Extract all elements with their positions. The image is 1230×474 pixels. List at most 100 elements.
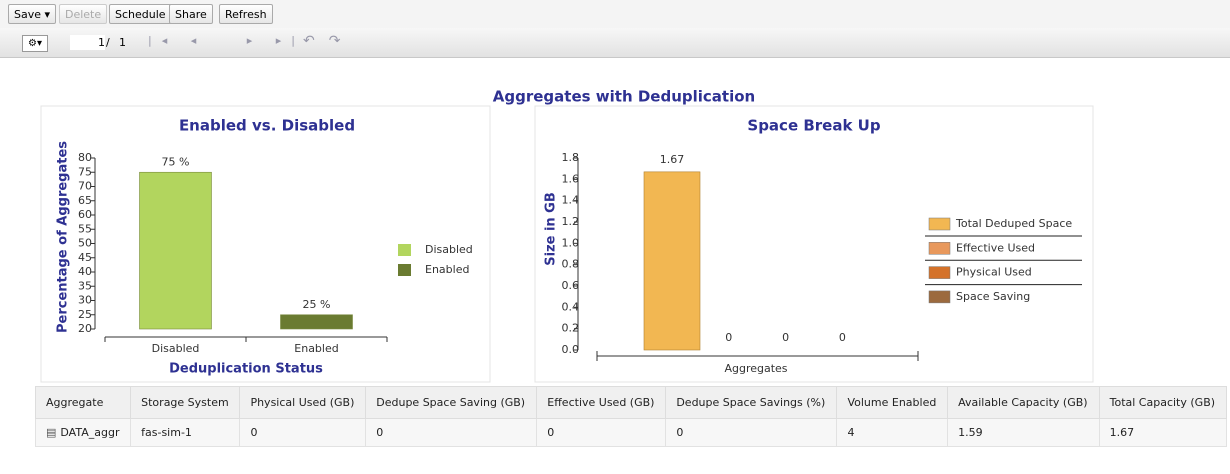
page-count: 1 bbox=[119, 36, 126, 49]
table-cell: 4 bbox=[836, 418, 949, 447]
bar bbox=[643, 171, 701, 351]
delete-button[interactable]: Delete bbox=[59, 4, 108, 24]
legend-swatch bbox=[928, 290, 951, 304]
y-tick-label: 40 bbox=[78, 265, 92, 278]
y-tick-label: 20 bbox=[78, 322, 92, 335]
column-header: Effective Used (GB) bbox=[536, 386, 667, 419]
chart-title: Enabled vs. Disabled bbox=[179, 117, 355, 135]
page-input[interactable]: 1 bbox=[70, 35, 105, 50]
panel bbox=[40, 105, 491, 383]
table-cell: 0 bbox=[665, 418, 838, 447]
column-header: Available Capacity (GB) bbox=[947, 386, 1100, 419]
data-table: Aggregate Storage System Physical Used (GB… bbox=[34, 386, 1228, 447]
aggregate-icon: ▤ bbox=[46, 426, 57, 439]
table-cell: fas-sim-1 bbox=[130, 418, 241, 447]
refresh-button[interactable]: Refresh bbox=[219, 4, 273, 24]
legend-swatch bbox=[928, 266, 951, 279]
y-tick-label: 80 bbox=[78, 151, 92, 164]
x-axis-label: Aggregates bbox=[724, 362, 787, 375]
panel bbox=[534, 105, 1094, 383]
table-row: ▤ DATA_aggr fas-sim-1 0 0 0 0 4 1.59 1.67 bbox=[34, 418, 1228, 447]
y-tick-label: 0.4 bbox=[562, 300, 580, 313]
schedule-button[interactable]: Schedule bbox=[109, 4, 172, 24]
column-header: Volume Enabled bbox=[836, 386, 949, 419]
y-tick-label: 1.4 bbox=[562, 194, 580, 207]
table-cell: ▤ DATA_aggr bbox=[34, 418, 132, 447]
y-tick-label: 1.2 bbox=[562, 215, 580, 228]
column-header: Physical Used (GB) bbox=[239, 386, 367, 419]
pager-arrows[interactable]: |◂ ◂ ▸ ▸| bbox=[148, 34, 305, 47]
y-tick-label: 0.8 bbox=[562, 258, 580, 271]
cell-text: DATA_aggr bbox=[60, 426, 120, 439]
column-header: Aggregate bbox=[34, 386, 132, 419]
y-axis-label: Size in GB bbox=[544, 192, 559, 266]
y-tick-label: 0.6 bbox=[562, 279, 580, 292]
legend-label: Physical Used bbox=[956, 266, 1032, 279]
page-sep: / bbox=[106, 36, 110, 49]
legend-swatch bbox=[928, 242, 951, 255]
x-tick-label: Disabled bbox=[152, 342, 200, 355]
column-header: Dedupe Space Savings (%) bbox=[665, 386, 838, 419]
data-label: 0 bbox=[782, 331, 789, 344]
data-label: 1.67 bbox=[660, 153, 685, 166]
cell-text: 4 bbox=[847, 426, 855, 439]
y-tick-label: 30 bbox=[78, 294, 92, 307]
cell-text: 0 bbox=[676, 426, 684, 439]
table-cell: 0 bbox=[239, 418, 367, 447]
y-tick-label: 35 bbox=[78, 279, 92, 292]
table-cell: 1.59 bbox=[947, 418, 1100, 447]
table-cell: 0 bbox=[365, 418, 538, 447]
y-tick-label: 50 bbox=[78, 237, 92, 250]
undo-redo[interactable]: ↶↷ bbox=[303, 33, 355, 49]
data-label: 0 bbox=[725, 331, 732, 344]
y-tick-label: 0.2 bbox=[562, 322, 580, 335]
toolbar: Save ▾ Delete Schedule Share Refresh bbox=[0, 0, 1230, 29]
legend-label: Total Deduped Space bbox=[955, 217, 1072, 230]
y-tick-label: 1.8 bbox=[562, 151, 580, 164]
cell-text: 1.59 bbox=[958, 426, 983, 439]
y-tick-label: 0.0 bbox=[562, 343, 580, 356]
legend-label: Enabled bbox=[425, 263, 469, 276]
report-title: Aggregates with Deduplication bbox=[493, 88, 755, 106]
cell-text: fas-sim-1 bbox=[141, 426, 192, 439]
data-label: 0 bbox=[839, 331, 846, 344]
save-button[interactable]: Save ▾ bbox=[8, 4, 57, 24]
legend-label: Effective Used bbox=[956, 241, 1035, 254]
column-header: Total Capacity (GB) bbox=[1098, 386, 1228, 419]
cell-text: 1.67 bbox=[1109, 426, 1135, 439]
legend-swatch bbox=[398, 244, 411, 256]
settings-menu[interactable]: ⚙▾ bbox=[22, 35, 48, 52]
y-tick-label: 1.6 bbox=[562, 172, 580, 185]
legend-swatch bbox=[928, 217, 951, 231]
pager-bar: ⚙▾ 1 / 1 |◂ ◂ ▸ ▸| ↶↷ bbox=[0, 28, 1230, 58]
y-tick-label: 65 bbox=[78, 194, 92, 207]
table-cell: 0 bbox=[536, 418, 667, 447]
cell-text: 0 bbox=[376, 426, 384, 439]
legend-label: Disabled bbox=[425, 243, 473, 256]
legend-swatch bbox=[398, 264, 411, 276]
bar bbox=[139, 171, 212, 330]
x-tick-label: Enabled bbox=[294, 342, 338, 355]
cell-text: 0 bbox=[547, 426, 555, 439]
y-tick-label: 75 bbox=[78, 165, 92, 178]
legend-label: Space Saving bbox=[956, 290, 1030, 303]
bar bbox=[280, 314, 353, 330]
y-tick-label: 60 bbox=[78, 208, 92, 221]
column-header: Dedupe Space Saving (GB) bbox=[365, 386, 538, 419]
y-tick-label: 25 bbox=[78, 308, 92, 321]
share-button[interactable]: Share bbox=[169, 4, 213, 24]
y-tick-label: 70 bbox=[78, 180, 92, 193]
data-label: 75 % bbox=[162, 155, 190, 168]
y-tick-label: 55 bbox=[78, 222, 92, 235]
x-axis-label: Deduplication Status bbox=[169, 362, 323, 377]
column-header: Storage System bbox=[130, 386, 241, 419]
y-tick-label: 1.0 bbox=[562, 236, 580, 249]
y-tick-label: 45 bbox=[78, 251, 92, 264]
table-cell: 1.67 bbox=[1098, 418, 1228, 447]
label: Save bbox=[14, 8, 42, 21]
chart-title: Space Break Up bbox=[747, 117, 880, 135]
header-row: Aggregate Storage System Physical Used (GB… bbox=[34, 386, 1228, 419]
y-axis-label: Percentage of Aggregates bbox=[56, 141, 71, 333]
